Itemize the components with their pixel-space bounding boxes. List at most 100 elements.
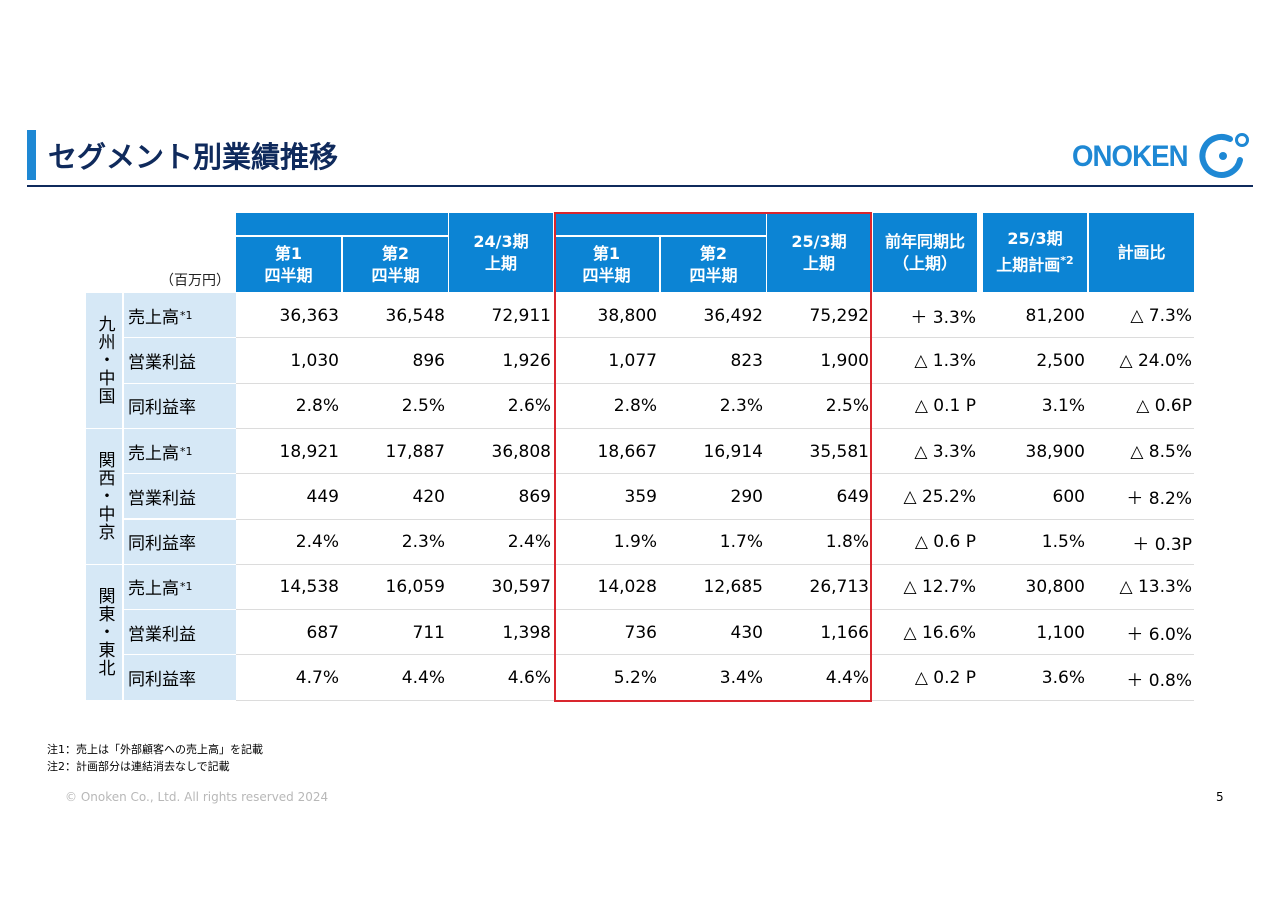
row-divider <box>236 473 1194 475</box>
segment-label: 関西・中京 <box>86 428 122 564</box>
table-cell: ＋ 8.2% <box>1126 489 1192 510</box>
table-cell: 1.7% <box>719 532 763 553</box>
table-cell: 3.6% <box>1041 668 1085 689</box>
table-cell: 1.8% <box>825 532 869 553</box>
table-cell: △ 25.2% <box>903 486 976 507</box>
table-cell: 1,926 <box>502 350 551 371</box>
row-divider <box>236 699 1194 701</box>
header-2503-q1-line-2: 四半期 <box>582 265 631 285</box>
header-yoy-line-1: 前年同期比 <box>884 231 965 251</box>
table-cell: 75,292 <box>809 305 869 326</box>
row-label: 営業利益 <box>124 338 236 383</box>
row-label: 売上高 *1 <box>124 293 236 338</box>
table-cell: ＋ 3.3% <box>910 308 976 329</box>
header-yoy: 前年同期比 （上期） <box>873 213 977 292</box>
table-cell: 2.4% <box>295 532 339 553</box>
table-cell: 711 <box>412 622 445 643</box>
table-cell: 3.1% <box>1041 396 1085 417</box>
copyright: © Onoken Co., Ltd. All rights reserved 2… <box>65 790 329 804</box>
table-cell: 2.8% <box>295 396 339 417</box>
table-cell: 430 <box>730 622 763 643</box>
table-cell: 38,900 <box>1025 441 1085 462</box>
table-cell: 18,921 <box>279 441 339 462</box>
table-cell: △ 0.2 P <box>914 668 976 689</box>
table-cell: ＋ 0.8% <box>1126 670 1192 691</box>
header-2503-q2-line-2: 四半期 <box>689 265 738 285</box>
table-cell: 36,363 <box>279 305 339 326</box>
table-cell: 14,028 <box>597 577 657 598</box>
row-label-text: 同利益率 <box>128 534 196 555</box>
table-cell: 1,166 <box>820 622 869 643</box>
table-cell: △ 0.6 P <box>914 532 976 553</box>
table-cell: 30,597 <box>491 577 551 598</box>
table-cell: 36,492 <box>703 305 763 326</box>
header-2503-q1-line-1: 第1 <box>592 243 621 263</box>
row-label-text: 営業利益 <box>128 352 196 373</box>
row-divider <box>236 563 1194 565</box>
header-2403-h1: 24/3期 上期 <box>449 213 553 292</box>
table-cell: 16,914 <box>703 441 763 462</box>
table-cell: 30,800 <box>1025 577 1085 598</box>
table-cell: 2.3% <box>719 396 763 417</box>
table-cell: △ 8.5% <box>1130 441 1192 462</box>
table-cell: △ 16.6% <box>903 622 976 643</box>
title-divider <box>27 185 1253 187</box>
segment-label: 九州・中国 <box>86 293 122 428</box>
table-cell: 12,685 <box>703 577 763 598</box>
row-label-footnote-mark: *1 <box>180 444 193 458</box>
row-label-text: 売上高 <box>128 443 179 464</box>
table-cell: ＋ 6.0% <box>1126 625 1192 646</box>
row-label-text: 売上高 <box>128 307 179 328</box>
table-cell: 14,538 <box>279 577 339 598</box>
table-cell: △ 24.0% <box>1119 350 1192 371</box>
title-accent-bar <box>27 130 36 180</box>
table-cell: △ 0.6P <box>1136 396 1192 417</box>
header-2403-q2: 第2 四半期 <box>343 237 448 292</box>
row-label: 売上高 *1 <box>124 564 236 610</box>
row-divider <box>236 654 1194 656</box>
table-cell: 1,030 <box>290 350 339 371</box>
header-2503-q2: 第2 四半期 <box>661 237 766 292</box>
table-cell: 2.6% <box>507 396 551 417</box>
row-label: 同利益率 <box>124 383 236 428</box>
row-divider <box>236 382 1194 384</box>
header-2403-h1-line-1: 24/3期 <box>473 231 529 251</box>
table-cell: 2,500 <box>1036 350 1085 371</box>
table-cell: 72,911 <box>491 305 551 326</box>
table-cell: 2.5% <box>401 396 445 417</box>
note-2: 注2：計画部分は連結消去なしで記載 <box>47 760 230 773</box>
table-cell: △ 13.3% <box>1119 577 1192 598</box>
table-cell: 4.6% <box>507 668 551 689</box>
header-2403-q2-line-2: 四半期 <box>371 265 420 285</box>
header-plan-line-2: 上期計画 <box>996 255 1061 275</box>
header-2403-q1-line-2: 四半期 <box>264 265 313 285</box>
segment-name: 九州・中国 <box>94 315 115 406</box>
table-cell: 2.5% <box>825 396 869 417</box>
row-label-text: 営業利益 <box>128 624 196 645</box>
row-label-text: 営業利益 <box>128 488 196 509</box>
table-cell: 4.4% <box>825 668 869 689</box>
header-2403-q2-line-1: 第2 <box>381 243 410 263</box>
row-label: 営業利益 <box>124 610 236 655</box>
table-cell: 420 <box>412 486 445 507</box>
table-cell: 1,900 <box>820 350 869 371</box>
header-2503-q1: 第1 四半期 <box>554 237 659 292</box>
header-plan-ratio-line-1: 計画比 <box>1117 242 1166 262</box>
header-2403-h1-line-2: 上期 <box>484 253 517 273</box>
table-cell: 687 <box>306 622 339 643</box>
table-cell: 1.5% <box>1041 532 1085 553</box>
table-cell: 17,887 <box>385 441 445 462</box>
header-yoy-line-2: （上期） <box>892 253 957 273</box>
row-label: 同利益率 <box>124 519 236 564</box>
row-divider <box>236 518 1194 520</box>
table-cell: 600 <box>1052 486 1085 507</box>
segment-name: 関西・中京 <box>94 451 115 542</box>
table-cell: △ 1.3% <box>914 350 976 371</box>
header-plan-footnote-mark: *2 <box>1060 254 1074 268</box>
table-cell: 26,713 <box>809 577 869 598</box>
table-cell: 35,581 <box>809 441 869 462</box>
table-cell: 5.2% <box>613 668 657 689</box>
table-cell: 449 <box>306 486 339 507</box>
table-cell: 2.4% <box>507 532 551 553</box>
header-band-2403 <box>236 213 448 235</box>
